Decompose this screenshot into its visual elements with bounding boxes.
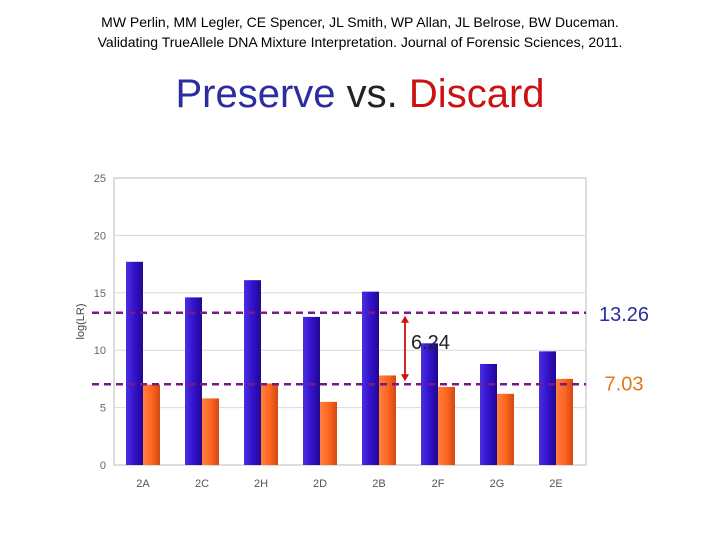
x-tick-label: 2A	[136, 478, 150, 490]
x-tick-label: 2H	[254, 478, 268, 490]
x-tick-label: 2D	[313, 478, 327, 490]
title-discard: Discard	[408, 72, 545, 116]
bar-discard	[556, 378, 573, 465]
page-title: Preserve vs. Discard	[0, 70, 720, 118]
plot-area	[113, 177, 587, 466]
y-tick-label: 0	[100, 460, 106, 472]
bar-discard	[379, 375, 396, 465]
x-tick-label: 2F	[432, 478, 445, 490]
x-tick-label: 2B	[372, 478, 385, 490]
bar-preserve	[539, 351, 556, 465]
difference-arrow-head-down	[401, 374, 409, 382]
y-tick-label: 5	[100, 403, 106, 415]
y-tick-label: 25	[94, 173, 106, 185]
y-tick-label: 20	[94, 230, 106, 242]
bar-discard	[438, 386, 455, 465]
y-tick-label: 10	[94, 345, 106, 357]
title-preserve: Preserve	[175, 72, 336, 116]
citation-line-1: MW Perlin, MM Legler, CE Spencer, JL Smi…	[101, 14, 619, 30]
bar-preserve	[244, 280, 261, 465]
bar-discard	[143, 384, 160, 465]
bar-discard	[320, 401, 337, 465]
y-axis-label: log(LR)	[75, 303, 87, 339]
reference-line-label: 13.26	[599, 304, 649, 326]
citation-line-2: Validating TrueAllele DNA Mixture Interp…	[97, 34, 623, 50]
x-tick-label: 2G	[490, 478, 505, 490]
bar-preserve	[421, 343, 438, 465]
bar-discard	[497, 393, 514, 465]
bar-preserve	[480, 363, 497, 465]
bar-preserve	[362, 291, 379, 465]
reference-line-label: 7.03	[605, 373, 644, 395]
bar-discard	[202, 398, 219, 465]
bar-preserve	[185, 297, 202, 465]
y-tick-label: 15	[94, 288, 106, 300]
bar-preserve	[303, 316, 320, 465]
difference-arrow-head-up	[401, 315, 409, 323]
bar-preserve	[126, 261, 143, 465]
x-tick-label: 2E	[549, 478, 562, 490]
title-vs: vs.	[346, 72, 398, 116]
x-tick-label: 2C	[195, 478, 209, 490]
citation: MW Perlin, MM Legler, CE Spencer, JL Smi…	[0, 12, 720, 52]
bar-discard	[261, 383, 278, 465]
difference-label: 6.24	[411, 332, 450, 354]
